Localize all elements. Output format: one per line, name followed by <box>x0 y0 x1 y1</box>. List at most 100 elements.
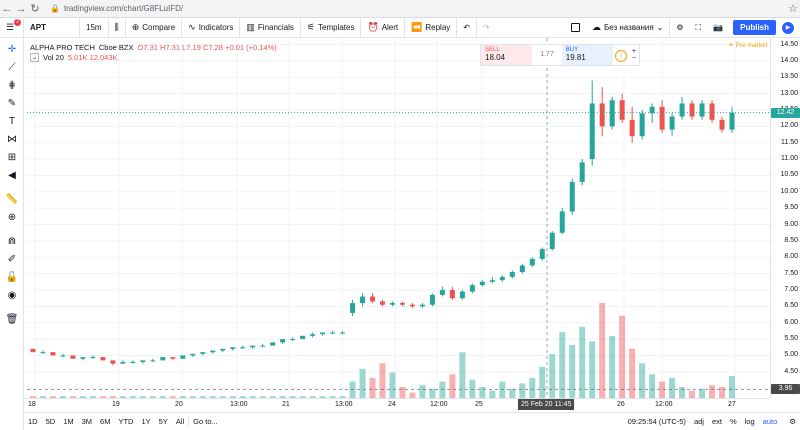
adj-toggle[interactable]: adj <box>693 417 704 426</box>
chevron-down-icon: ⌄ <box>656 23 664 32</box>
ext-toggle[interactable]: ext <box>711 417 722 426</box>
candle-body <box>509 272 515 277</box>
redo-button[interactable]: ↷ <box>477 18 496 38</box>
crosshair-icon[interactable]: ✛ <box>7 44 17 55</box>
play-button[interactable]: ▶ <box>776 18 800 38</box>
price-tick: 6.50 <box>784 302 798 310</box>
forward-icon[interactable]: → <box>15 2 27 15</box>
volume-bar <box>679 387 686 398</box>
candle-body <box>689 103 695 117</box>
volume-bar <box>359 368 366 398</box>
symbol-label: APT <box>30 23 46 32</box>
range-button[interactable]: 3M <box>81 417 93 426</box>
publish-button[interactable]: Publish <box>733 20 776 35</box>
pattern-icon[interactable]: ⋈ <box>7 134 17 145</box>
candle-body <box>130 362 136 363</box>
alert-button[interactable]: ⏰ Alert <box>361 17 406 38</box>
candle-body <box>449 290 455 299</box>
fullscreen-button[interactable]: ⛶ <box>690 18 708 38</box>
candle-body <box>459 291 465 299</box>
compare-button[interactable]: ⊕ Compare <box>126 17 183 38</box>
info-icon[interactable]: i <box>615 50 627 62</box>
range-button[interactable]: 5Y <box>158 417 168 426</box>
reload-icon[interactable]: ↻ <box>30 3 40 15</box>
volume-bar <box>179 396 186 398</box>
star-icon[interactable]: ☆ <box>788 3 798 15</box>
undo-icon: ↶ <box>463 23 470 32</box>
candle-body <box>499 276 505 281</box>
indicators-button[interactable]: ∿ Indicators <box>182 17 241 38</box>
goto-button[interactable]: Go to... <box>188 417 222 426</box>
price-tick: 11.50 <box>781 138 798 146</box>
menu-button[interactable]: ☰ 2 <box>0 17 24 38</box>
chart-legend: ALPHA PRO TECH 15 Cboe BZX O7.31 H7.31 L… <box>30 42 277 62</box>
minus-icon[interactable]: − <box>631 55 637 62</box>
volume-bar <box>369 377 376 398</box>
buy-button[interactable]: BUY 19.81 <box>561 45 614 65</box>
settings-button[interactable]: ⚙ <box>670 18 689 38</box>
templates-button[interactable]: ⚟ Templates <box>301 17 362 38</box>
volume-bar <box>529 377 536 398</box>
trendline-icon[interactable]: ⟋ <box>8 62 16 73</box>
arrow-back-icon[interactable]: ◀ <box>8 170 16 181</box>
prediction-icon[interactable]: ⊞ <box>7 152 17 163</box>
pitchfork-icon[interactable]: ⋕ <box>7 80 17 91</box>
volume-bar <box>429 388 436 398</box>
symbol-search[interactable]: APT <box>24 17 80 38</box>
address-bar[interactable]: 🔒 tradingview.com/chart/G8FLuIFD/ <box>50 4 786 13</box>
volume-bar <box>609 335 616 398</box>
candle-body <box>270 342 276 346</box>
volume-bar <box>449 374 456 398</box>
trash-icon[interactable]: 🗑 <box>5 314 19 325</box>
price-chart[interactable] <box>24 38 776 398</box>
interval-button[interactable]: 15m <box>80 17 109 38</box>
candle-body <box>609 100 615 127</box>
magnet-icon[interactable]: ⋒ <box>7 236 17 247</box>
percent-toggle[interactable]: % <box>729 417 737 426</box>
qty-stepper[interactable]: + − <box>629 45 639 65</box>
plus-icon[interactable]: + <box>631 48 637 55</box>
candle-body <box>569 182 575 212</box>
volume-bar <box>699 388 706 398</box>
ruler-icon[interactable]: 📏 <box>5 194 19 205</box>
time-axis[interactable]: 18 19 20 13:00 21 13:00 24 12:00 25 26 12:00 27 <box>24 398 770 412</box>
volume-bar <box>229 396 236 398</box>
lock-drawings-icon[interactable]: 🔓 <box>5 272 19 283</box>
time-tick: 20 <box>175 401 183 408</box>
snapshot-button[interactable]: 📷 <box>707 18 729 38</box>
range-button[interactable]: 5D <box>45 417 56 426</box>
financials-button[interactable]: ▥ Financials <box>240 17 301 38</box>
brush-icon[interactable]: ✎ <box>7 98 17 109</box>
volume-bar <box>399 387 406 398</box>
price-tick: 7.50 <box>784 269 798 277</box>
sell-button[interactable]: SELL 18.04 <box>481 45 533 65</box>
candle-body <box>60 355 66 357</box>
log-toggle[interactable]: log <box>744 417 755 426</box>
auto-toggle[interactable]: auto <box>762 417 778 426</box>
range-button[interactable]: YTD <box>118 417 134 426</box>
undo-button[interactable]: ↶ <box>457 17 477 38</box>
range-button[interactable]: 1D <box>28 417 38 426</box>
range-button[interactable]: 6M <box>100 417 111 426</box>
collapse-icon[interactable]: ⌄ <box>30 52 40 62</box>
volume-bar <box>419 385 426 398</box>
range-button[interactable]: 1Y <box>141 417 151 426</box>
range-button[interactable]: All <box>175 417 185 426</box>
chart-type-button[interactable]: ⫼ <box>109 17 126 38</box>
replay-button[interactable]: ⏪ Replay <box>405 17 458 38</box>
text-icon[interactable]: T <box>8 116 16 127</box>
plus-circle-icon: ⊕ <box>131 22 140 32</box>
axis-settings-icon[interactable]: ⚙ <box>789 417 796 426</box>
layout-button[interactable]: ☁ Без названия ⌄ <box>586 17 671 38</box>
range-button[interactable]: 1M <box>63 417 74 426</box>
back-icon[interactable]: ← <box>1 2 13 15</box>
select-checkbox[interactable] <box>565 18 586 38</box>
pencil-lock-icon[interactable]: ✐ <box>7 254 17 265</box>
zoom-in-icon[interactable]: ⊕ <box>7 212 17 223</box>
candle-body <box>549 232 555 250</box>
time-tick: 12:00 <box>655 401 673 408</box>
price-axis[interactable]: 14.5014.0013.5013.0012.5012.0011.5011.00… <box>770 38 800 398</box>
eye-icon[interactable]: ◉ <box>7 290 17 301</box>
volume-bar <box>279 396 286 398</box>
redo-icon: ↷ <box>482 23 490 32</box>
